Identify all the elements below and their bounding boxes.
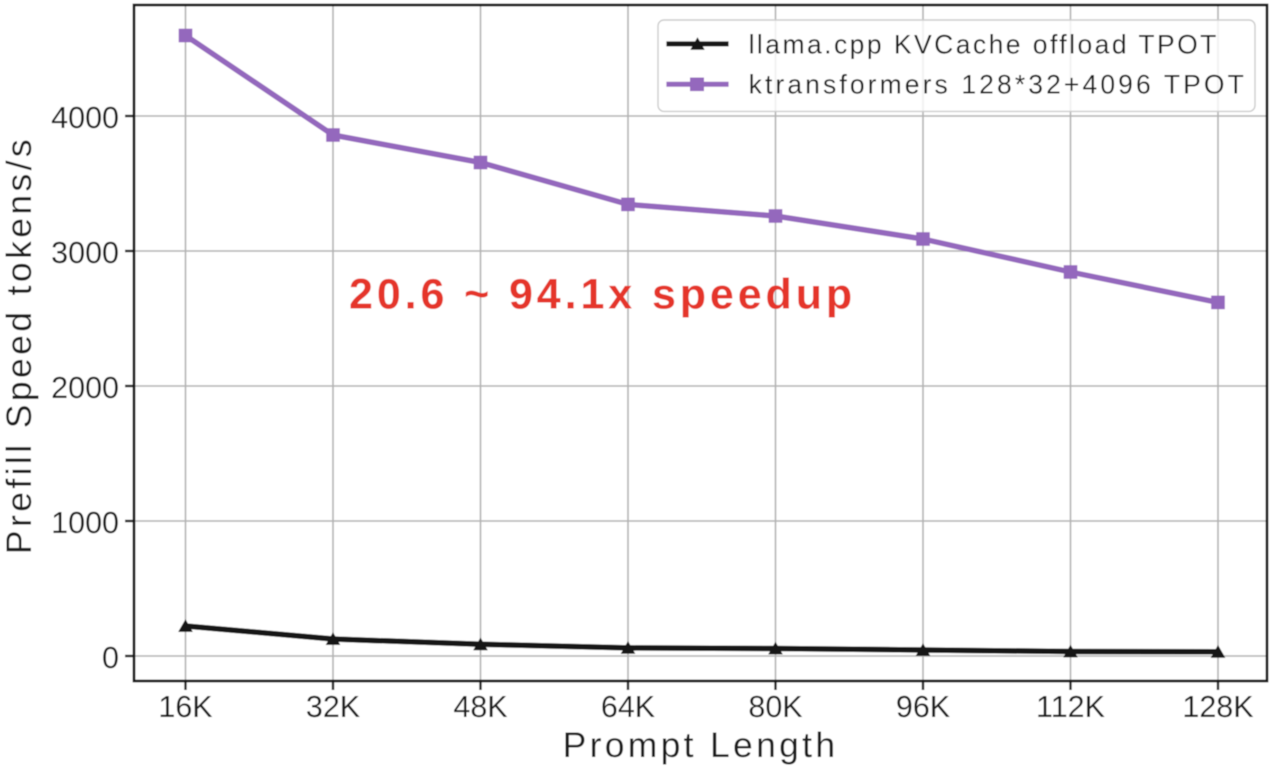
svg-text:2000: 2000 [51, 371, 119, 405]
svg-text:16K: 16K [158, 690, 212, 724]
svg-text:112K: 112K [1036, 690, 1105, 724]
svg-text:1000: 1000 [51, 506, 119, 540]
svg-text:48K: 48K [453, 690, 507, 724]
svg-text:Prefill Speed tokens/s: Prefill Speed tokens/s [0, 136, 39, 554]
svg-text:3000: 3000 [51, 236, 119, 270]
svg-text:32K: 32K [306, 690, 360, 724]
svg-text:0: 0 [102, 641, 119, 675]
svg-text:4000: 4000 [51, 101, 119, 135]
svg-text:ktransformers 128*32+4096 TPOT: ktransformers 128*32+4096 TPOT [749, 70, 1247, 100]
svg-text:96K: 96K [896, 690, 950, 724]
svg-text:20.6 ~ 94.1x speedup: 20.6 ~ 94.1x speedup [349, 271, 856, 319]
svg-text:80K: 80K [748, 690, 802, 724]
svg-text:64K: 64K [601, 690, 655, 724]
svg-text:Prompt Length: Prompt Length [563, 725, 839, 765]
svg-text:llama.cpp KVCache offload TPOT: llama.cpp KVCache offload TPOT [749, 29, 1219, 59]
svg-text:128K: 128K [1182, 690, 1253, 724]
